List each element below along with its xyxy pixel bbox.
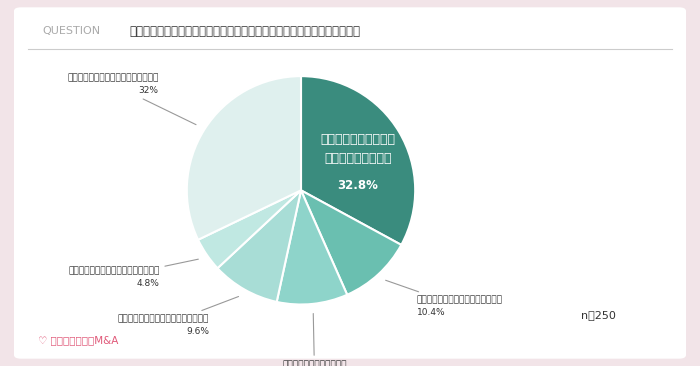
Text: 一部の社員にまで意向を共有している
9.6%: 一部の社員にまで意向を共有している 9.6% bbox=[118, 296, 239, 336]
Wedge shape bbox=[198, 190, 301, 268]
Text: 役員等の経営陣にまで
意向を共有している: 役員等の経営陣にまで 意向を共有している bbox=[321, 132, 396, 165]
Text: 幹部社員にまで意向を共有している
10.4%: 幹部社員にまで意向を共有している 10.4% bbox=[386, 280, 503, 317]
Text: 全ての社員にまで意向を共有している
4.8%: 全ての社員にまで意向を共有している 4.8% bbox=[68, 259, 198, 288]
Text: QUESTION: QUESTION bbox=[42, 26, 100, 36]
Text: 32.8%: 32.8% bbox=[337, 179, 379, 192]
Text: 自分以外に一切意向を共有していない
32%: 自分以外に一切意向を共有していない 32% bbox=[67, 74, 196, 125]
Text: n＝250: n＝250 bbox=[581, 310, 616, 320]
Wedge shape bbox=[301, 76, 415, 245]
Wedge shape bbox=[276, 190, 347, 305]
Text: ♡ スタートアップM&A: ♡ スタートアップM&A bbox=[38, 335, 119, 346]
Wedge shape bbox=[218, 190, 301, 302]
Wedge shape bbox=[301, 190, 401, 295]
Text: 自社の売却や譲渡の意向について社内にはどれくらい共有していますか？: 自社の売却や譲渡の意向について社内にはどれくらい共有していますか？ bbox=[130, 25, 360, 38]
Text: 特定の部門やチームにまで
意向を共有している
10%: 特定の部門やチームにまで 意向を共有している 10% bbox=[282, 314, 346, 366]
Wedge shape bbox=[187, 76, 301, 240]
